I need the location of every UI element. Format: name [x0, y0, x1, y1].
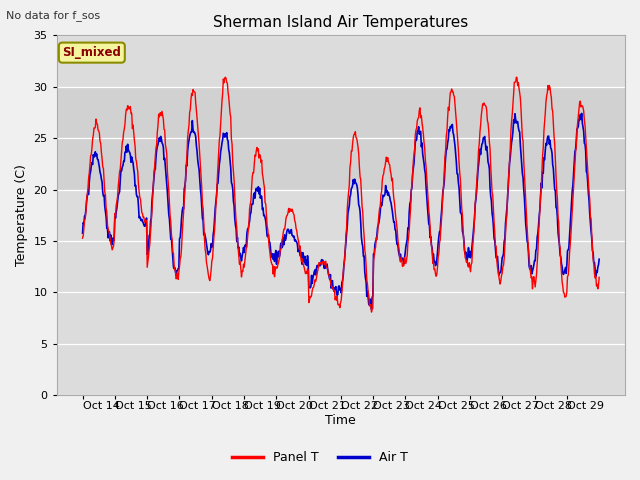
Bar [57, 87, 625, 190]
Panel T [79, 235, 86, 241]
Air T [367, 307, 375, 312]
Panel T [140, 215, 147, 220]
Air T [424, 203, 431, 209]
Line: Panel T: Panel T [83, 77, 599, 312]
Air T [79, 230, 86, 236]
Panel T [235, 253, 243, 259]
Air T [595, 256, 603, 262]
Text: No data for f_sos: No data for f_sos [6, 10, 100, 21]
Panel T [280, 226, 288, 232]
Panel T [260, 184, 268, 190]
Air T [260, 213, 268, 218]
Y-axis label: Temperature (C): Temperature (C) [15, 164, 28, 266]
Air T [395, 248, 403, 253]
Panel T [424, 198, 432, 204]
Panel T [221, 74, 229, 80]
Air T [578, 110, 586, 116]
Title: Sherman Island Air Temperatures: Sherman Island Air Temperatures [213, 15, 468, 30]
Air T [140, 220, 147, 226]
Panel T [367, 309, 375, 315]
Legend: Panel T, Air T: Panel T, Air T [227, 446, 413, 469]
Line: Air T: Air T [83, 113, 599, 310]
Air T [280, 235, 287, 240]
Air T [234, 245, 242, 251]
Panel T [396, 247, 403, 252]
X-axis label: Time: Time [326, 414, 356, 427]
Panel T [595, 275, 603, 280]
Text: SI_mixed: SI_mixed [62, 46, 121, 59]
